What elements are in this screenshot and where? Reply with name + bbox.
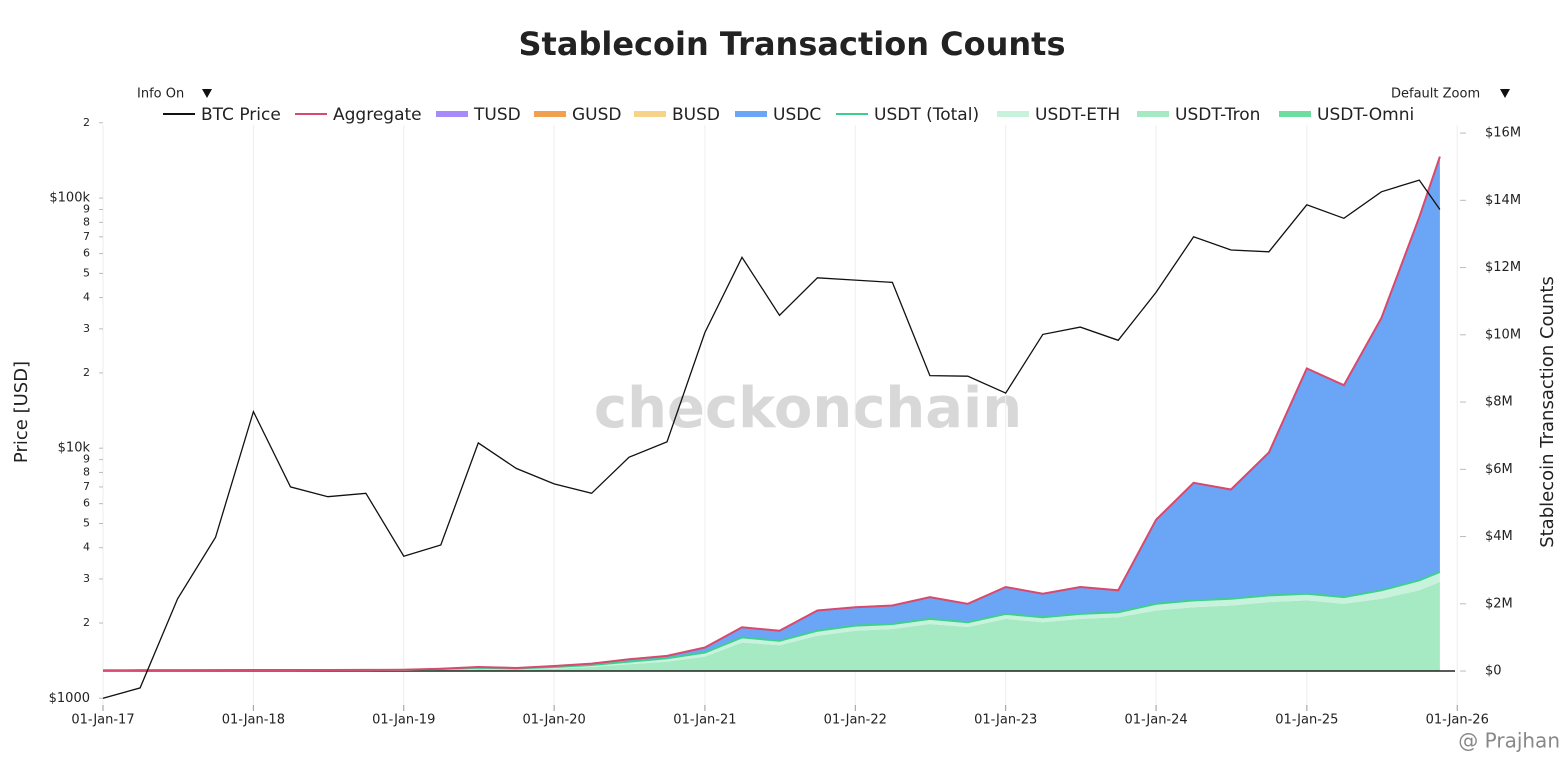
y-tick-label: 8 [83, 215, 90, 228]
y-tick-label: 7 [83, 480, 90, 493]
y2-tick-label: $6M [1485, 462, 1513, 477]
area [103, 581, 1440, 671]
y2-tick-label: $14M [1485, 193, 1521, 208]
y-tick-label: 6 [83, 247, 90, 260]
line [102, 156, 1441, 672]
y2-tick-label: $2M [1485, 596, 1513, 611]
y-tick-label: 9 [83, 203, 90, 216]
legend-swatch [534, 111, 566, 117]
y2-tick-label: $0 [1485, 664, 1502, 679]
watermark: checkonchain [594, 376, 1022, 441]
legend-swatch [436, 111, 468, 117]
x-tick-label: 01-Jan-25 [1275, 713, 1338, 728]
legend-label: USDT (Total) [874, 105, 979, 125]
x-tick-label: 01-Jan-26 [1426, 713, 1489, 728]
y-tick-label: 9 [83, 453, 90, 466]
y2-tick-label: $16M [1485, 126, 1521, 141]
credit: @ Prajhan [1458, 729, 1560, 753]
legend-swatch [1279, 111, 1311, 117]
legend-swatch [634, 111, 666, 117]
dropdown-arrow [1500, 89, 1510, 98]
x-tick-label: 01-Jan-24 [1124, 713, 1187, 728]
legend-label: USDC [773, 105, 821, 125]
y2-tick-label: $8M [1485, 395, 1513, 410]
line [102, 179, 1441, 699]
chart-title: Stablecoin Transaction Counts [519, 25, 1066, 63]
x-tick-label: 01-Jan-17 [71, 713, 134, 728]
dropdown-arrow [202, 89, 212, 98]
y-tick-label: 6 [83, 497, 90, 510]
x-tick-label: 01-Jan-20 [523, 713, 586, 728]
legend-label: TUSD [473, 105, 521, 125]
y-tick-label: 4 [83, 291, 90, 304]
x-tick-label: 01-Jan-23 [974, 713, 1037, 728]
y-tick-label: 2 [83, 116, 90, 129]
legend-label: USDT-Omni [1317, 105, 1414, 125]
x-tick-label: 01-Jan-22 [824, 713, 887, 728]
y-tick-label: 8 [83, 465, 90, 478]
y-tick-label: $1000 [49, 691, 90, 706]
legend-swatch [1137, 111, 1169, 117]
y-axis-label: Price [USD] [11, 361, 32, 463]
y-tick-label: 4 [83, 541, 90, 554]
legend-swatch [735, 111, 767, 117]
y-tick-label: 7 [83, 230, 90, 243]
y-tick-label: 5 [83, 516, 90, 529]
y2-tick-label: $12M [1485, 260, 1521, 275]
y-tick-label: $100k [49, 191, 90, 206]
y2-tick-label: $4M [1485, 529, 1513, 544]
zoom-select[interactable]: Default Zoom [1391, 87, 1480, 102]
info-toggle[interactable]: Info On [137, 87, 184, 102]
legend-label: BUSD [672, 105, 720, 125]
legend-label: GUSD [572, 105, 622, 125]
y2-tick-label: $10M [1485, 327, 1521, 342]
y-tick-label: 3 [83, 322, 90, 335]
legend-label: BTC Price [201, 105, 281, 125]
y-tick-label: 5 [83, 266, 90, 279]
x-tick-label: 01-Jan-18 [222, 713, 285, 728]
legend-label: Aggregate [333, 105, 422, 125]
y-tick-label: 2 [83, 616, 90, 629]
y-tick-label: $10k [58, 441, 91, 456]
y-tick-label: 3 [83, 572, 90, 585]
y2-axis-label: Stablecoin Transaction Counts [1537, 276, 1558, 548]
legend-label: USDT-ETH [1035, 105, 1120, 125]
x-tick-label: 01-Jan-19 [372, 713, 435, 728]
legend-swatch [997, 111, 1029, 117]
x-tick-label: 01-Jan-21 [673, 713, 736, 728]
legend-label: USDT-Tron [1175, 105, 1260, 125]
y-tick-label: 2 [83, 366, 90, 379]
